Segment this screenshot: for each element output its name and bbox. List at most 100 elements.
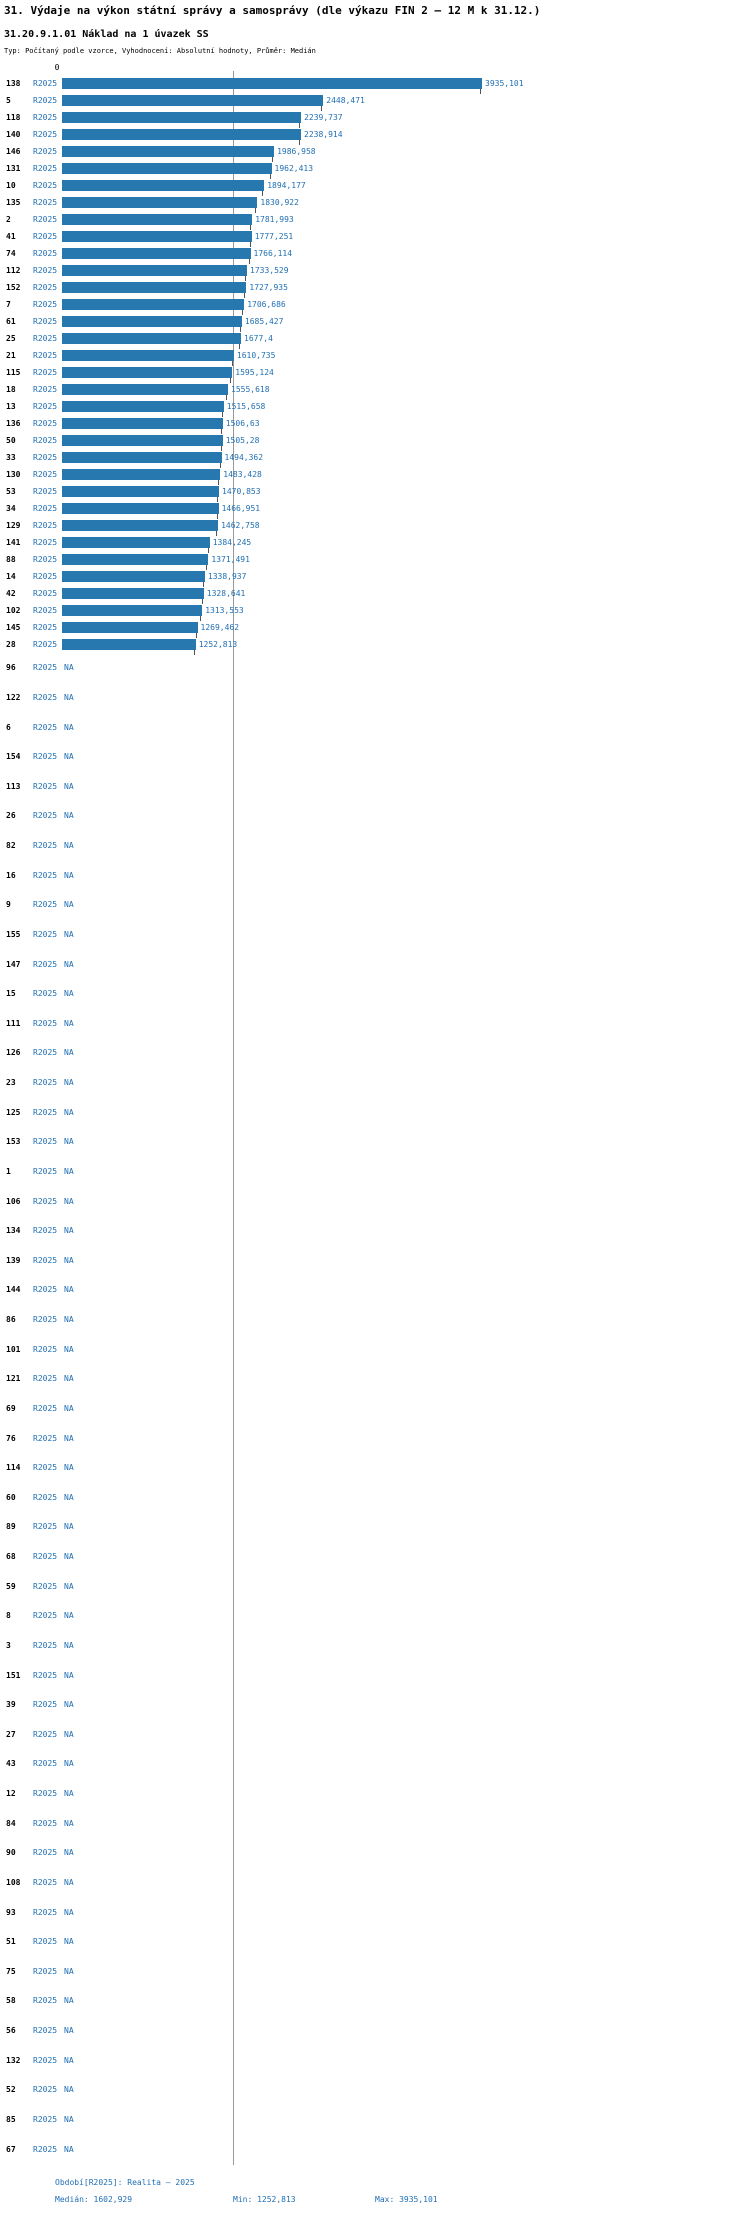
value-label: 1706,686	[247, 300, 286, 309]
series-label: R2025	[33, 232, 58, 241]
bar-zone: 1252,813	[62, 636, 750, 655]
chart-row: 12 R2025 NA	[0, 1779, 750, 1809]
bar-end-tick	[217, 497, 218, 502]
chart-row: 146 R2025 1986,958	[0, 143, 750, 162]
na-label: NA	[64, 1552, 74, 1562]
na-label: NA	[64, 841, 74, 851]
series-label: R2025	[33, 453, 58, 462]
bar-zone: NA	[62, 1216, 750, 1246]
na-label: NA	[64, 1611, 74, 1621]
bar-zone: 1470,853	[62, 483, 750, 502]
bar-zone: NA	[62, 1868, 750, 1898]
series-label: R2025	[33, 402, 58, 411]
value-label: 1781,993	[255, 215, 294, 224]
series-label: R2025	[33, 1522, 58, 1532]
row-id: 118	[6, 113, 21, 122]
value-bar	[62, 78, 482, 89]
series-label: R2025	[33, 317, 58, 326]
series-label: R2025	[33, 79, 58, 88]
chart-area: 0 138 R2025 3935,101 5 R2025 2448,471 118 R2025…	[0, 63, 750, 2165]
bar-zone: NA	[62, 1720, 750, 1750]
row-id: 102	[6, 606, 21, 615]
na-label: NA	[64, 1492, 74, 1502]
series-label: R2025	[33, 470, 58, 479]
series-label: R2025	[33, 959, 58, 969]
na-label: NA	[64, 870, 74, 880]
row-id: 33	[6, 453, 16, 462]
na-label: NA	[64, 1255, 74, 1265]
chart-row: 76 R2025 NA	[0, 1423, 750, 1453]
series-label: R2025	[33, 215, 58, 224]
row-id: 115	[6, 368, 21, 377]
series-label: R2025	[33, 1700, 58, 1710]
chart-row: 1 R2025 NA	[0, 1157, 750, 1187]
bar-end-tick	[207, 548, 209, 553]
bar-end-tick	[321, 106, 323, 111]
value-bar	[62, 214, 253, 225]
chart-row: 140 R2025 2238,914	[0, 126, 750, 145]
series-label: R2025	[33, 1285, 58, 1295]
bar-end-tick	[195, 633, 197, 638]
chart-row: 82 R2025 NA	[0, 831, 750, 861]
bar-zone: 1483,428	[62, 466, 750, 485]
series-label: R2025	[33, 1640, 58, 1650]
series-label: R2025	[33, 811, 58, 821]
chart-title: 31. Výdaje na výkon státní správy a samo…	[4, 4, 541, 17]
na-label: NA	[64, 1166, 74, 1176]
chart-row: 60 R2025 NA	[0, 1483, 750, 1513]
row-id: 155	[6, 929, 21, 939]
bar-zone: NA	[62, 860, 750, 890]
na-label: NA	[64, 722, 74, 732]
value-label: 1483,428	[223, 470, 262, 479]
value-bar	[62, 248, 251, 259]
value-bar	[62, 95, 324, 106]
series-label: R2025	[33, 2055, 58, 2065]
na-label: NA	[64, 2026, 74, 2036]
bar-zone: NA	[62, 1186, 750, 1216]
series-label: R2025	[33, 606, 58, 615]
bar-zone: NA	[62, 2075, 750, 2105]
series-label: R2025	[33, 113, 58, 122]
bar-zone: NA	[62, 1957, 750, 1987]
chart-row: 8 R2025 NA	[0, 1601, 750, 1631]
bar-zone: 1371,491	[62, 551, 750, 570]
row-id: 130	[6, 470, 21, 479]
chart-row: 138 R2025 3935,101	[0, 75, 750, 94]
series-label: R2025	[33, 436, 58, 445]
na-label: NA	[64, 1137, 74, 1147]
bar-zone: NA	[62, 1601, 750, 1631]
row-id: 129	[6, 521, 21, 530]
chart-row: 26 R2025 NA	[0, 801, 750, 831]
value-label: 1505,28	[225, 436, 260, 445]
bar-zone: NA	[62, 1097, 750, 1127]
row-id: 12	[6, 1789, 16, 1799]
chart-row: 2 R2025 1781,993	[0, 211, 750, 230]
x-axis-zero-label: 0	[54, 63, 60, 72]
series-label: R2025	[33, 1552, 58, 1562]
na-label: NA	[64, 1344, 74, 1354]
bar-zone: NA	[62, 1423, 750, 1453]
row-id: 112	[6, 266, 21, 275]
row-id: 61	[6, 317, 16, 326]
row-id: 2	[6, 215, 11, 224]
bar-zone: NA	[62, 1690, 750, 1720]
na-label: NA	[64, 2114, 74, 2124]
bar-zone: NA	[62, 1838, 750, 1868]
row-id: 26	[6, 811, 16, 821]
na-label: NA	[64, 900, 74, 910]
series-label: R2025	[33, 1611, 58, 1621]
na-label: NA	[64, 1640, 74, 1650]
value-label: 1506,63	[225, 419, 260, 428]
chart-row: 58 R2025 NA	[0, 1986, 750, 2016]
row-id: 13	[6, 402, 16, 411]
chart-row: 89 R2025 NA	[0, 1512, 750, 1542]
row-id: 101	[6, 1344, 21, 1354]
chart-row: 90 R2025 NA	[0, 1838, 750, 1868]
value-label: 1677,4	[244, 334, 273, 343]
bar-zone: 1555,618	[62, 381, 750, 400]
row-id: 84	[6, 1818, 16, 1828]
series-label: R2025	[33, 2085, 58, 2095]
value-bar	[62, 180, 265, 191]
series-label: R2025	[33, 900, 58, 910]
value-label: 1384,245	[212, 538, 252, 547]
